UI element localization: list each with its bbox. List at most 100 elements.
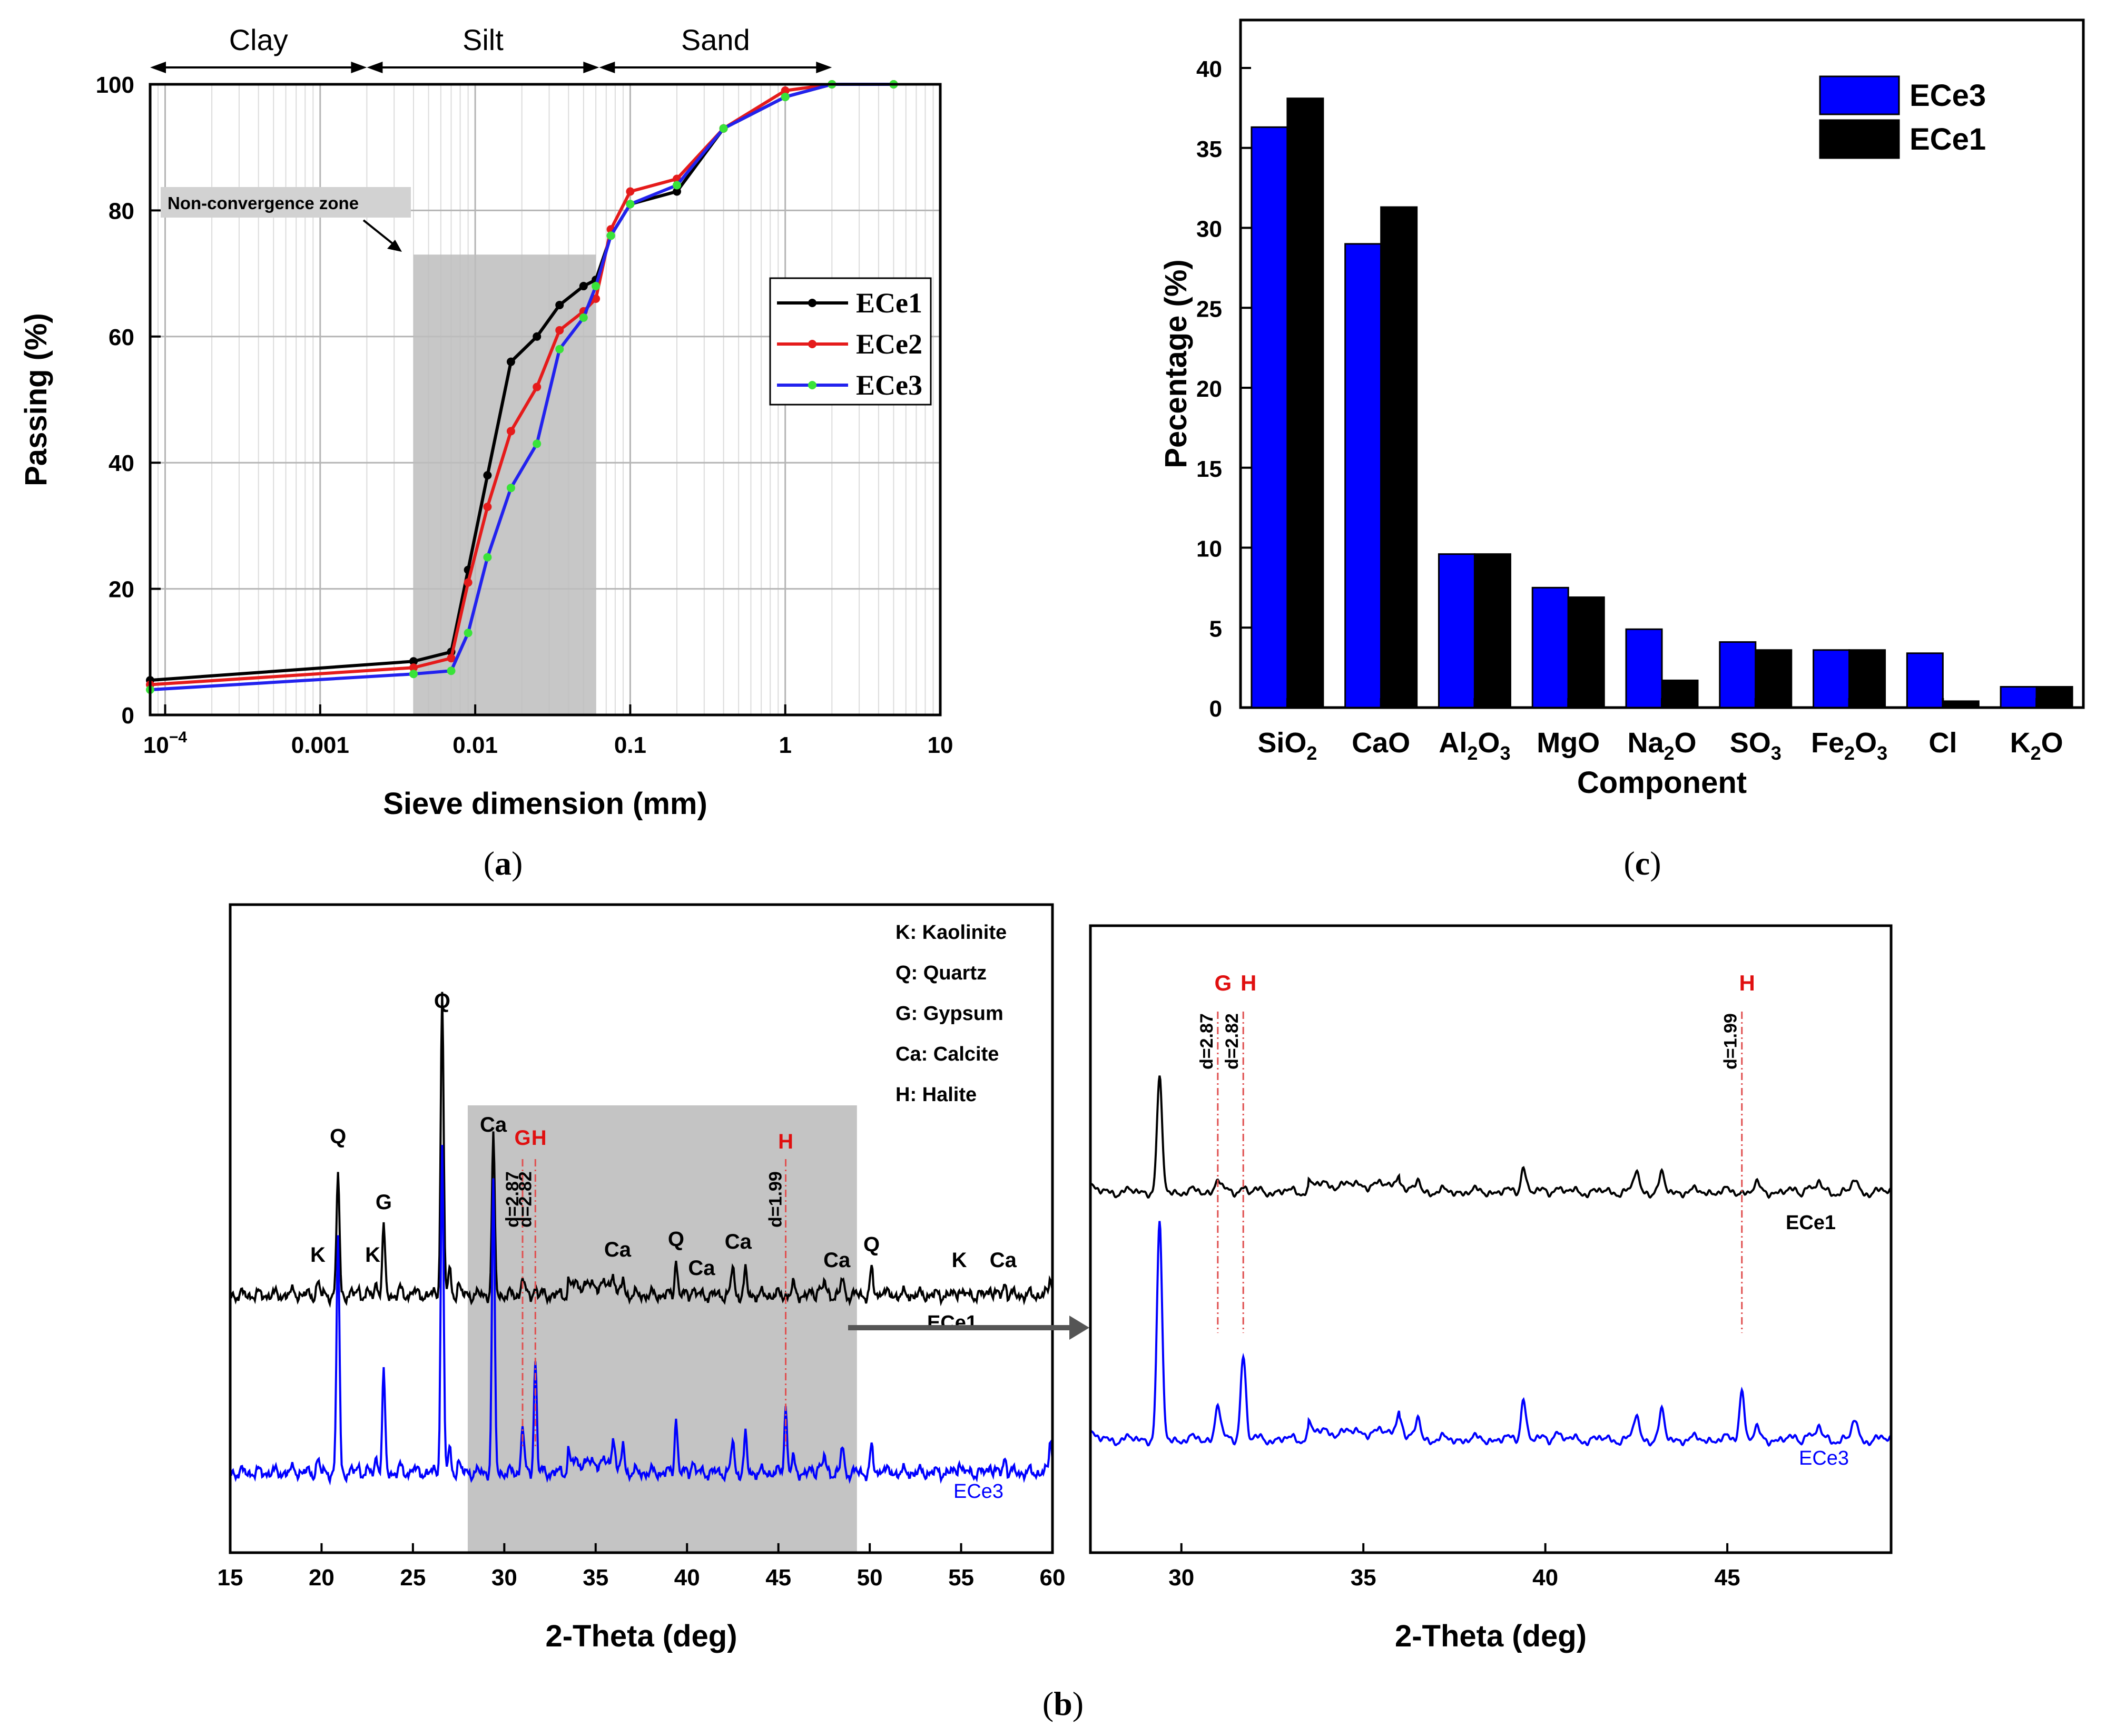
xrd-zoom-trace-ECe3 (1089, 1221, 1892, 1447)
data-point-ECe3 (533, 439, 542, 448)
x-tick-label: 30 (491, 1565, 517, 1591)
x-tick-label: SO3 (1730, 727, 1782, 764)
x-tick-label: 1 (779, 732, 791, 758)
peak-label: K (310, 1243, 326, 1267)
x-tick-label: 40 (674, 1565, 700, 1591)
x-tick-label: CaO (1352, 727, 1410, 759)
zone-label-silt: Silt (462, 23, 504, 56)
legend-marker-ECe1 (808, 299, 816, 307)
bar-ECe3-8 (2000, 686, 2038, 709)
x-tick-label: 0.001 (291, 732, 349, 758)
y-tick-label: 80 (109, 198, 134, 224)
legend-marker-ECe2 (808, 340, 816, 348)
y-tick-label: 40 (109, 450, 134, 476)
data-point-ECe3 (719, 124, 728, 133)
plot-frame (229, 903, 1054, 1554)
series-label-ECe3: ECe3 (953, 1480, 1003, 1503)
data-point-ECe3 (579, 313, 588, 322)
legend-label-ECe3: ECe3 (856, 369, 922, 401)
peak-label: Ca (725, 1230, 752, 1253)
data-point-ECe3 (781, 92, 790, 101)
peak-label: G (376, 1191, 392, 1214)
peak-label: H (1241, 970, 1256, 995)
bar-ECe1-2 (1473, 553, 1511, 709)
bar-ECe1-5 (1755, 649, 1793, 709)
bar-ECe3-3 (1531, 586, 1569, 709)
y-axis-title: Pecentage (%) (1159, 259, 1193, 468)
data-point-ECe3 (606, 231, 615, 240)
bar-ECe1-8 (2035, 686, 2073, 709)
legend: ECe1 ECe2 ECe3 (769, 277, 932, 406)
peak-label: Ca (823, 1249, 851, 1272)
panel-a-chart: Non-convergence zone 0 20 40 60 80 100 10−4 0.00… (19, 23, 953, 821)
x-tick-label: 10 (928, 732, 953, 758)
data-point-ECe1 (579, 282, 588, 291)
y-tick-label: 25 (1196, 296, 1222, 322)
zone-arrow-head-left (367, 62, 383, 73)
y-tick-label: 0 (1209, 696, 1222, 722)
y-axis-title: Passing (%) (19, 313, 53, 486)
panel-label-c: (c) (1623, 845, 1661, 882)
d-spacing-label: d=2.87 (1197, 1013, 1217, 1070)
d-spacing-label: d=1.99 (766, 1171, 786, 1228)
data-point-ECe2 (626, 187, 635, 196)
legend-label-ECe3: ECe3 (1910, 79, 1986, 113)
legend-swatch-ECe1 (1819, 119, 1900, 159)
phase-legend-item: K: Kaolinite (895, 921, 1007, 944)
x-tick-label: Na2O (1627, 727, 1696, 764)
series-label-ECe3: ECe3 (1799, 1447, 1849, 1469)
x-axis-title: Component (1577, 766, 1747, 800)
x-tick-label: Fe2O3 (1811, 727, 1887, 764)
data-point-ECe2 (483, 502, 492, 511)
bar-ECe3-1 (1344, 243, 1382, 709)
y-tick-label: 60 (109, 325, 134, 350)
data-point-ECe3 (555, 345, 564, 354)
bar-ECe1-0 (1286, 97, 1324, 709)
bar-ECe1-7 (1942, 700, 1980, 709)
x-tick-label: 25 (400, 1565, 426, 1591)
data-point-ECe2 (555, 326, 564, 335)
data-point-ECe2 (781, 86, 790, 95)
peak-label: K (365, 1243, 380, 1267)
x-tick-label: K2O (2010, 727, 2063, 764)
data-point-ECe3 (506, 484, 515, 493)
x-tick-label: 10−4 (143, 729, 187, 758)
y-tick-label: 0 (122, 703, 134, 729)
panel-label-a: (a) (484, 845, 523, 882)
data-point-ECe1 (673, 187, 681, 196)
data-point-ECe2 (447, 654, 456, 663)
legend-swatch-ECe3 (1819, 75, 1900, 115)
peak-label: Ca (688, 1257, 715, 1280)
legend: ECe3 ECe1 (1819, 75, 1986, 159)
legend-marker-ECe3 (808, 381, 816, 389)
y-tick-label: 15 (1196, 456, 1222, 482)
zone-arrow-head-right (816, 62, 832, 73)
x-tick-label: 15 (218, 1565, 243, 1591)
plot-frame (1089, 924, 1893, 1554)
x-tick-label: 45 (765, 1565, 791, 1591)
data-point-ECe3 (483, 553, 492, 562)
zone-arrow-head-left (150, 62, 166, 73)
bar-ECe1-6 (1848, 649, 1886, 709)
annotation-non-convergence: Non-convergence zone (161, 187, 411, 252)
bar-ECe1-3 (1567, 596, 1605, 709)
y-tick-label: 100 (96, 72, 134, 98)
data-point-ECe3 (626, 200, 635, 209)
peak-label: Q (434, 989, 450, 1013)
y-tick-label: 20 (1196, 376, 1222, 402)
data-point-ECe1 (533, 332, 542, 341)
x-tick-label: Cl (1928, 727, 1957, 759)
peak-label: G (1214, 970, 1232, 995)
peak-label: Ca (990, 1249, 1017, 1272)
plot-frame (149, 83, 942, 717)
x-tick-label: 0.01 (452, 732, 498, 758)
x-tick-label: 30 (1168, 1565, 1194, 1591)
data-point-ECe2 (409, 663, 418, 672)
x-tick-label: 60 (1040, 1565, 1066, 1591)
bar-ECe3-2 (1438, 553, 1475, 709)
x-tick-label: 45 (1715, 1565, 1740, 1591)
data-point-ECe1 (506, 357, 515, 366)
shaded-zone (414, 254, 596, 715)
bar-ECe1-4 (1661, 679, 1699, 709)
